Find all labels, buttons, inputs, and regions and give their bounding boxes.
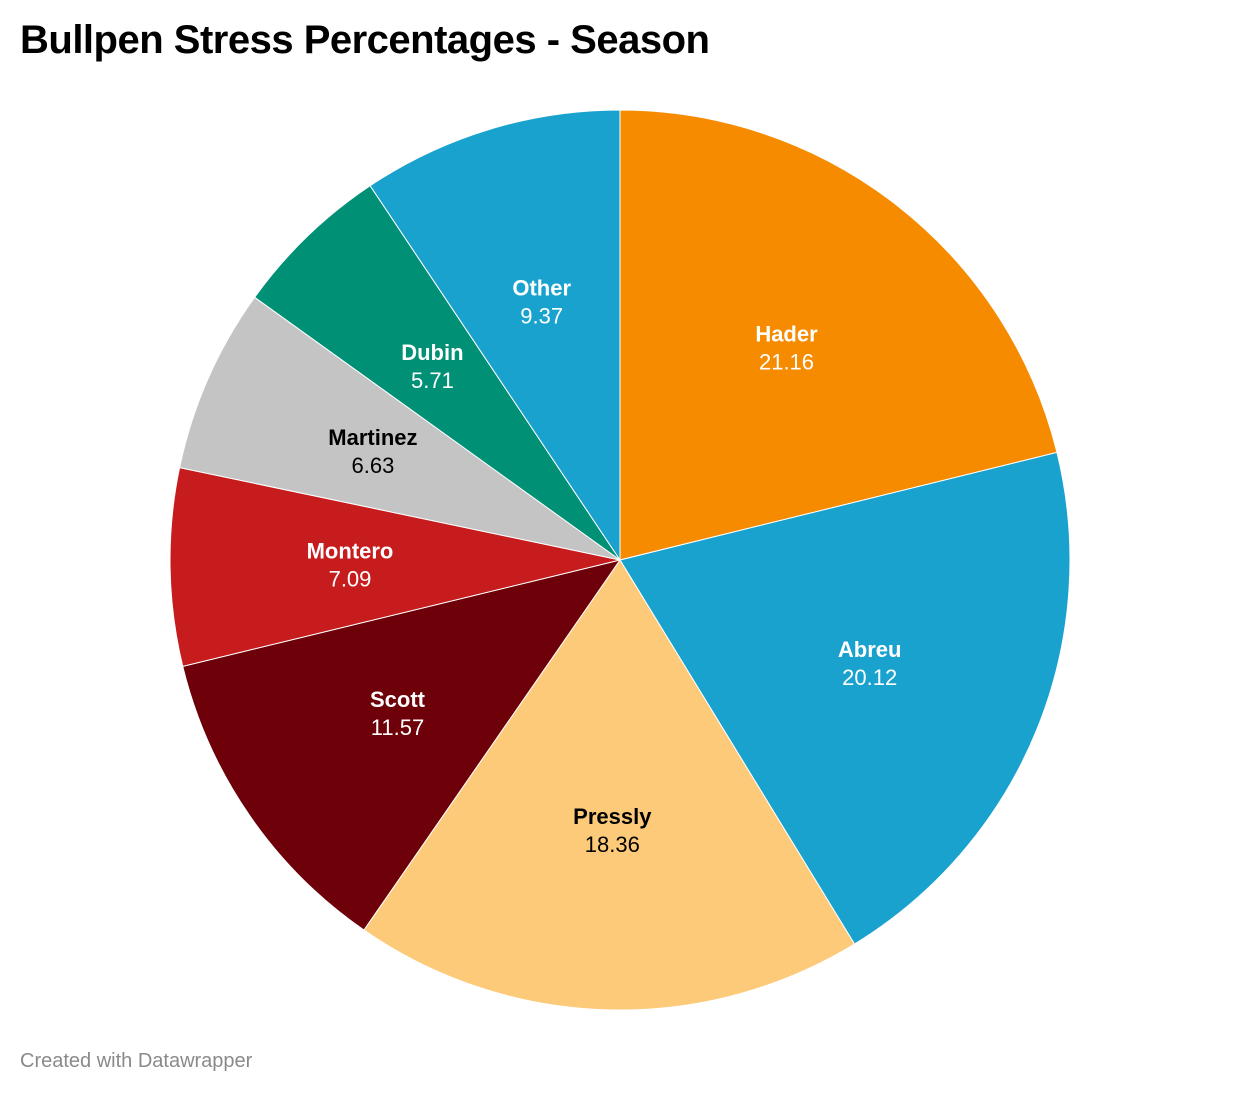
slice-label-scott: Scott [370,687,426,712]
slice-value-other: 9.37 [520,304,563,329]
pie-slice-scott [182,559,622,931]
slice-value-martinez: 6.63 [351,453,394,478]
slice-label-montero: Montero [307,538,394,563]
slice-value-dubin: 5.71 [411,368,454,393]
pie-slice-dubin [253,185,621,561]
pie-slice-martinez [178,296,621,561]
pie-labels: Hader 21.16 Abreu 20.12 Pressly 18.36 Scott 11.… [307,276,902,857]
slice-label-abreu: Abreu [838,637,902,662]
pie-slice-hader [619,109,1058,561]
slice-value-scott: 11.57 [371,715,424,740]
pie-slice-pressly [363,559,856,1011]
pie-slice-montero [169,466,621,667]
slice-label-dubin: Dubin [401,340,463,365]
slice-label-hader: Hader [755,322,818,347]
slice-value-montero: 7.09 [329,566,372,591]
datawrapper-credit: Created with Datawrapper [20,1050,253,1072]
slice-value-abreu: 20.12 [842,665,897,690]
pie-slices [169,109,1071,1011]
slice-label-pressly: Pressly [573,804,652,829]
chart-title: Bullpen Stress Percentages - Season [20,18,710,62]
slice-label-martinez: Martinez [328,425,417,450]
pie-slice-other [369,109,621,562]
pie-slice-abreu [619,451,1071,945]
slice-value-hader: 21.16 [759,350,814,375]
slice-value-pressly: 18.36 [585,832,640,857]
slice-label-other: Other [512,276,571,301]
